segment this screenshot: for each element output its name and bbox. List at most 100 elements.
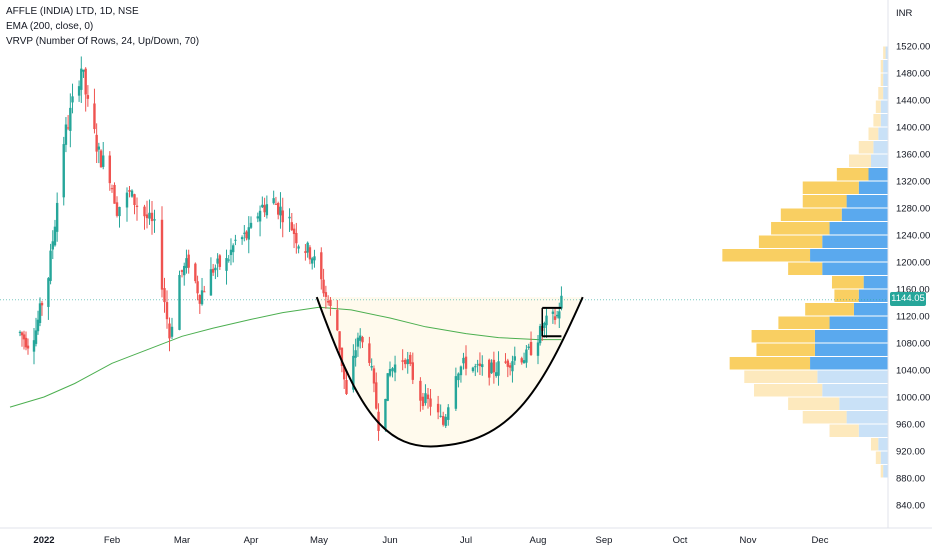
candle-body	[520, 358, 523, 363]
candle-body	[406, 359, 409, 365]
candle-body	[118, 206, 121, 217]
candle-body	[108, 155, 112, 184]
candle-body	[297, 246, 300, 249]
candle-body	[95, 134, 98, 152]
volume-profile-down-bar	[802, 181, 859, 194]
candle-body	[504, 361, 507, 363]
candle-body	[464, 356, 468, 369]
candle-body	[384, 398, 387, 430]
candle-body	[508, 365, 512, 368]
candle-body	[225, 258, 228, 271]
candle-body	[49, 250, 52, 281]
volume-profile-up-bar	[870, 154, 888, 167]
candle-body	[187, 254, 190, 268]
volume-profile-down-bar	[878, 87, 884, 100]
candle-body	[279, 206, 282, 216]
candle-body	[454, 376, 458, 409]
candle-body	[338, 331, 341, 350]
candle-body	[185, 258, 188, 269]
volume-profile-down-bar	[729, 357, 811, 370]
volume-profile-up-bar	[810, 357, 888, 370]
cup-and-handle-drawing[interactable]	[315, 296, 584, 448]
candle-body	[439, 415, 442, 417]
candle-body	[372, 368, 376, 384]
cup-curve[interactable]	[315, 296, 584, 448]
candle-body	[292, 228, 296, 235]
symbol-title[interactable]: AFFLE (INDIA) LTD, 1D, NSE	[6, 6, 139, 17]
candle-body	[553, 316, 557, 320]
price-tick-label: 1120.00	[896, 312, 930, 323]
price-tick-label: 1440.00	[896, 96, 930, 107]
candle-body	[69, 107, 72, 131]
ema-line	[9, 306, 562, 408]
candle-body	[492, 359, 496, 373]
volume-profile-up-bar	[858, 289, 888, 302]
candle-body	[308, 247, 312, 260]
candle-body	[36, 319, 40, 332]
candle-body	[560, 295, 563, 309]
volume-profile-up-bar	[880, 114, 888, 127]
time-axis[interactable]: 2022 Feb Mar Apr May Jun Jul Aug Sep Oct Nov Dec	[33, 535, 828, 546]
candle-body	[404, 359, 407, 365]
candle-body	[409, 354, 412, 364]
volume-profile	[722, 46, 888, 478]
candle-body	[558, 311, 561, 319]
indicator-vrvp[interactable]: VRVP (Number Of Rows, 24, Up/Down, 70)	[6, 36, 200, 47]
candle-body	[368, 343, 371, 363]
volume-profile-up-bar	[868, 168, 888, 181]
candle-body	[342, 366, 346, 380]
volume-profile-down-bar	[756, 343, 815, 356]
time-tick-label: May	[310, 535, 328, 546]
candle-body	[128, 190, 131, 192]
candle-body	[424, 393, 427, 404]
candle-body	[66, 127, 70, 129]
candle-body	[115, 202, 119, 216]
candle-body	[178, 275, 181, 330]
candle-body	[18, 331, 22, 333]
candle-body	[370, 366, 373, 368]
candle-body	[64, 124, 68, 145]
candle-body	[20, 332, 24, 336]
candle-body	[168, 323, 171, 339]
volume-profile-up-bar	[846, 195, 888, 208]
volume-profile-down-bar	[802, 195, 847, 208]
volume-profile-up-bar	[810, 249, 888, 262]
candle-body	[322, 279, 325, 294]
candle-body	[511, 361, 514, 372]
candle-body	[180, 270, 184, 272]
candle-body	[393, 364, 397, 373]
candle-body	[311, 258, 314, 264]
candle-body	[476, 364, 479, 366]
candle-body	[135, 205, 139, 207]
candle-body	[329, 299, 332, 307]
volume-profile-down-bar	[754, 384, 823, 397]
candle-body	[388, 368, 392, 376]
candle-body	[444, 416, 447, 427]
price-tick-label: 1040.00	[896, 366, 930, 377]
volume-profile-down-bar	[875, 100, 881, 113]
time-tick-label: Sep	[596, 535, 613, 546]
candle-body	[471, 367, 475, 372]
price-axis[interactable]: 1520.00 1480.00 1440.00 1400.00 1360.00 1320.…	[896, 42, 930, 512]
volume-profile-down-bar	[788, 262, 823, 275]
candle-body	[478, 363, 482, 367]
candle-body	[218, 255, 222, 267]
price-tick-label: 1000.00	[896, 393, 930, 404]
candle-body	[411, 362, 414, 380]
volume-profile-down-bar	[880, 60, 884, 73]
candle-body	[99, 150, 103, 168]
candle-body	[170, 326, 174, 337]
candle-body	[545, 315, 548, 326]
candle-body	[40, 302, 44, 306]
volume-profile-up-bar	[814, 343, 888, 356]
time-tick-label: Nov	[740, 535, 757, 546]
candle-body	[133, 194, 136, 206]
candle-body	[459, 366, 463, 376]
volume-profile-up-bar	[846, 411, 888, 424]
volume-profile-down-bar	[858, 141, 874, 154]
candle-body	[229, 249, 233, 256]
indicator-ema[interactable]: EMA (200, close, 0)	[6, 21, 94, 32]
price-tick-label: 960.00	[896, 420, 925, 431]
volume-profile-up-bar	[883, 87, 888, 100]
